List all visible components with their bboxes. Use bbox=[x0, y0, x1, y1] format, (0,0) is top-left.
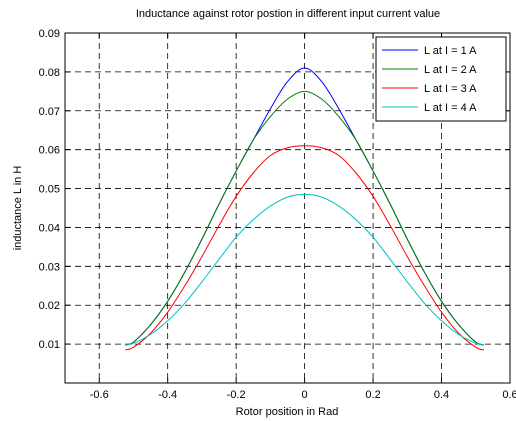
chart-title: Inductance against rotor postion in diff… bbox=[136, 8, 440, 20]
y-tick-label: 0.02 bbox=[39, 300, 60, 312]
x-tick-label: 0.4 bbox=[434, 389, 449, 401]
legend-entry: L at I = 2 A bbox=[424, 64, 477, 76]
x-tick-label: -0.6 bbox=[90, 389, 109, 401]
y-tick-label: 0.04 bbox=[39, 222, 60, 234]
series-line-2 bbox=[125, 90, 485, 346]
series-line-3 bbox=[125, 145, 485, 351]
y-axis-ticks: 0.01 0.02 0.03 0.04 0.05 0.06 0.07 0.08 0.09 bbox=[39, 28, 510, 351]
y-tick-label: 0.08 bbox=[39, 67, 60, 79]
x-tick-label: -0.2 bbox=[227, 389, 246, 401]
plot-frame bbox=[64, 32, 511, 384]
y-tick-label: 0.03 bbox=[39, 261, 60, 273]
y-tick-label: 0.07 bbox=[39, 106, 60, 118]
x-tick-label: -0.4 bbox=[158, 389, 177, 401]
legend-entry: L at I = 4 A bbox=[424, 102, 477, 114]
legend-entry: L at I = 3 A bbox=[424, 83, 477, 95]
legend-entry: L at I = 1 A bbox=[424, 45, 477, 57]
y-tick-label: 0.05 bbox=[39, 184, 60, 196]
y-tick-label: 0.09 bbox=[39, 28, 60, 40]
x-axis-label: Rotor position in Rad bbox=[236, 406, 339, 418]
y-tick-label: 0.06 bbox=[39, 145, 60, 157]
series-line-4 bbox=[125, 193, 485, 346]
x-tick-label: 0 bbox=[302, 389, 308, 401]
y-axis-label: inductance L in H bbox=[12, 166, 24, 251]
x-tick-label: 0.6 bbox=[502, 389, 516, 401]
x-tick-label: 0.2 bbox=[365, 389, 380, 401]
series-group bbox=[125, 67, 485, 351]
y-tick-label: 0.01 bbox=[39, 339, 60, 351]
legend: L at I = 1 A L at I = 2 A L at I = 3 A L at… bbox=[375, 36, 507, 122]
x-axis-ticks: -0.6 -0.4 -0.2 0 0.2 0.4 0.6 bbox=[90, 33, 516, 401]
